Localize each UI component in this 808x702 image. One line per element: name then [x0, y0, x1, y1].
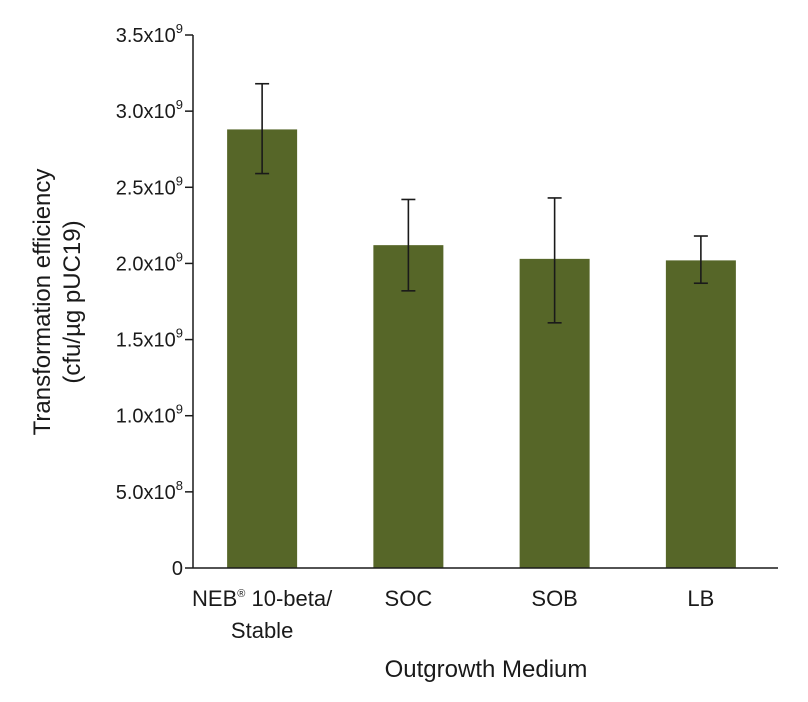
x-tick-label: SOB	[531, 586, 577, 611]
y-tick-label: 3.5x109	[116, 21, 183, 47]
bar	[665, 260, 736, 568]
error-bar	[401, 198, 416, 292]
error-bar	[547, 197, 562, 324]
y-axis-title-line: Transformation efficiency	[29, 169, 56, 436]
y-tick-label: 1.0x109	[116, 402, 183, 428]
bar	[373, 245, 444, 568]
y-axis-title: Transformation efficiency (cfu/µg pUC19)	[29, 169, 86, 436]
x-axis-title: Outgrowth Medium	[385, 656, 588, 683]
y-axis-title-line: (cfu/µg pUC19)	[59, 220, 86, 383]
bar	[227, 129, 298, 568]
y-tick-label: 0	[172, 558, 183, 580]
y-tick-label: 2.5x109	[116, 173, 183, 199]
error-bars	[255, 82, 708, 324]
x-axis-labels: NEB® 10-beta/Stable SOC SOB LB	[192, 586, 714, 643]
y-axis-ticks: 0 5.0x108 1.0x109 1.5x109 2.0x109 2.5x109 3.0x…	[116, 21, 193, 580]
x-tick-label: LB	[687, 586, 714, 611]
x-tick-label: SOC	[385, 586, 433, 611]
y-tick-label: 2.0x109	[116, 249, 183, 275]
error-bar	[693, 235, 708, 285]
error-bar	[255, 82, 270, 175]
x-tick-label: NEB® 10-beta/Stable	[192, 586, 333, 643]
bars	[227, 129, 736, 568]
y-tick-label: 1.5x109	[116, 326, 183, 352]
y-tick-label: 5.0x108	[116, 478, 183, 504]
y-tick-label: 3.0x109	[116, 97, 183, 123]
